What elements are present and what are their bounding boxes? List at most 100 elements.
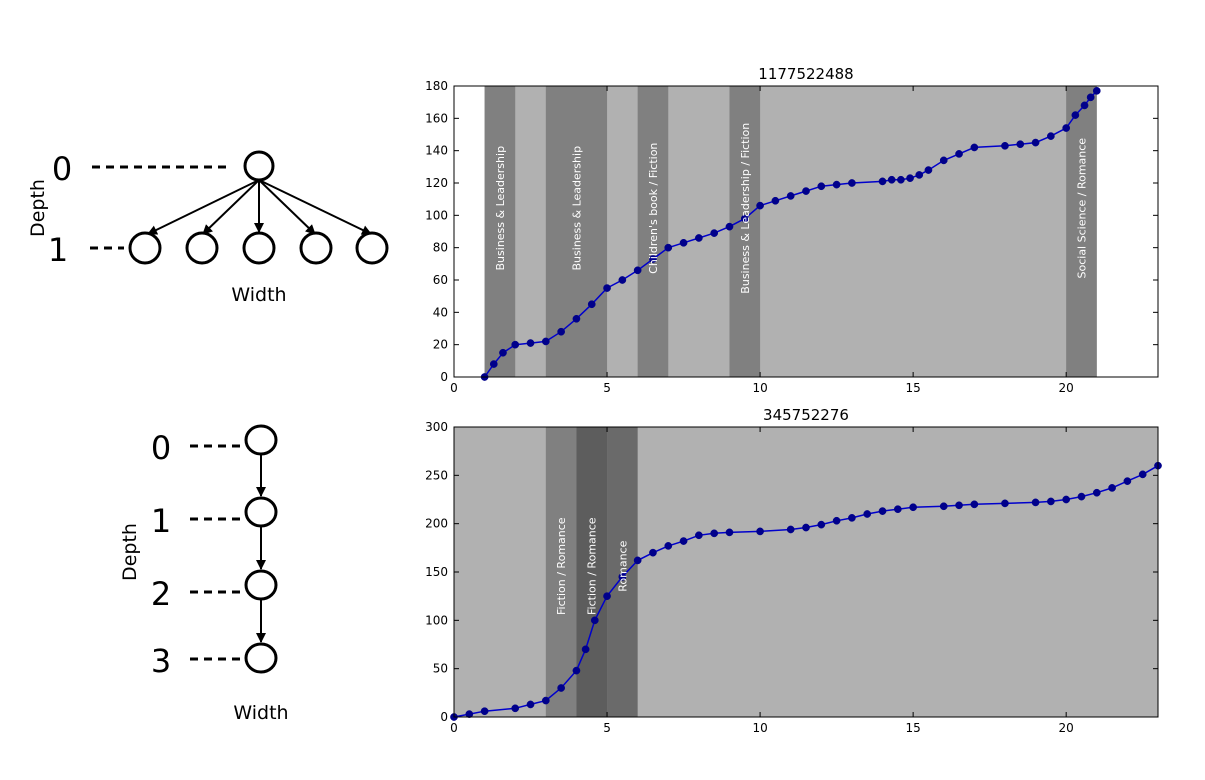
tree1-root-node (243, 150, 275, 182)
x-tick-label: 5 (603, 381, 611, 395)
x-tick-label: 20 (1059, 721, 1074, 735)
data-point (679, 537, 688, 545)
data-point (526, 700, 535, 709)
category-band (1066, 86, 1097, 377)
data-point (581, 645, 590, 654)
tree1-child-node (128, 231, 162, 265)
chart-title: 1177522488 (758, 65, 853, 83)
x-tick-label: 20 (1059, 381, 1074, 395)
y-tick-label: 250 (425, 468, 448, 482)
data-point (590, 616, 599, 625)
y-tick-label: 0 (440, 710, 448, 724)
data-point (970, 500, 979, 509)
data-point (848, 514, 856, 522)
data-point (1047, 132, 1055, 140)
data-point (1016, 140, 1025, 149)
data-point (1080, 101, 1089, 110)
data-point (817, 182, 826, 191)
y-tick-label: 20 (433, 338, 448, 352)
data-point (756, 527, 764, 536)
tree2-level-2-label: 2 (151, 575, 171, 613)
data-point (633, 266, 642, 275)
deep-tree-diagram: Depth 0 1 2 3 Width (119, 424, 289, 724)
data-point (786, 192, 795, 200)
tree1-child-node (299, 231, 333, 265)
tree1-child-node (185, 231, 219, 265)
chart-title: 345752276 (763, 406, 849, 424)
data-point (465, 710, 474, 718)
y-tick-label: 100 (425, 613, 448, 627)
tree1-edge-2 (202, 179, 260, 235)
chart-top: Business & Leadership Business & Leadersh… (425, 65, 1159, 395)
band-label: Children's book / Fiction (647, 143, 660, 274)
data-point (1071, 111, 1080, 119)
data-point (603, 592, 611, 601)
y-tick-label: 40 (433, 305, 448, 319)
data-point (939, 502, 948, 511)
tree2-node (244, 424, 278, 456)
data-point (557, 684, 565, 692)
category-band (576, 427, 608, 717)
data-point (664, 243, 673, 252)
data-point (526, 339, 535, 347)
data-point (649, 548, 657, 557)
tree1-level-1-label: 1 (48, 231, 68, 269)
data-point (618, 572, 627, 581)
data-point (618, 276, 627, 284)
y-tick-label: 80 (433, 241, 448, 255)
data-point (1001, 499, 1009, 508)
data-point (1092, 488, 1101, 497)
tree1-edge-1 (147, 179, 260, 235)
data-point (1123, 477, 1132, 485)
y-tick-label: 120 (425, 176, 448, 190)
category-band (545, 86, 608, 377)
tree1-depth-label: Depth (27, 179, 49, 237)
data-point (679, 238, 688, 247)
data-point (970, 143, 979, 152)
band-label: Fiction / Romance (555, 517, 568, 615)
band-label: Business & Leadership (570, 146, 583, 271)
y-tick-label: 60 (433, 273, 448, 287)
tree2-node (244, 569, 278, 601)
category-band (729, 86, 761, 377)
data-point (587, 300, 596, 309)
data-point (664, 542, 673, 550)
data-point (511, 704, 520, 713)
data-point (955, 501, 963, 510)
data-point (906, 174, 914, 182)
y-tick-label: 100 (425, 208, 448, 222)
data-point (1086, 93, 1095, 102)
data-point (1001, 141, 1009, 150)
data-point (725, 528, 734, 537)
data-point (786, 525, 795, 534)
data-point (939, 156, 948, 165)
data-point (802, 523, 810, 532)
data-point (756, 201, 764, 210)
data-point (817, 520, 826, 529)
data-point (511, 340, 520, 349)
data-point (710, 229, 719, 237)
tree2-node (244, 496, 278, 528)
data-point (909, 503, 917, 512)
x-tick-label: 0 (450, 381, 458, 395)
x-tick-label: 10 (752, 381, 767, 395)
data-point (1047, 497, 1055, 506)
data-point (771, 196, 780, 205)
band-label: Business & Leadership / Fiction (739, 123, 752, 294)
data-point (1138, 470, 1147, 479)
data-point (887, 175, 896, 184)
data-point (740, 214, 749, 223)
data-point (489, 360, 498, 368)
wide-tree-diagram: Depth 0 1 Width (27, 150, 389, 306)
data-point (633, 556, 642, 565)
data-point (1031, 138, 1040, 147)
tree2-level-3-label: 3 (151, 642, 171, 680)
data-point (955, 150, 963, 158)
y-tick-label: 300 (425, 420, 448, 434)
tree2-depth-label: Depth (119, 523, 141, 581)
data-point (695, 234, 703, 242)
x-tick-label: 5 (603, 721, 611, 735)
chart-bottom: Fiction / Romance Fiction / Romance Romanc… (425, 406, 1162, 735)
data-point (897, 175, 905, 184)
